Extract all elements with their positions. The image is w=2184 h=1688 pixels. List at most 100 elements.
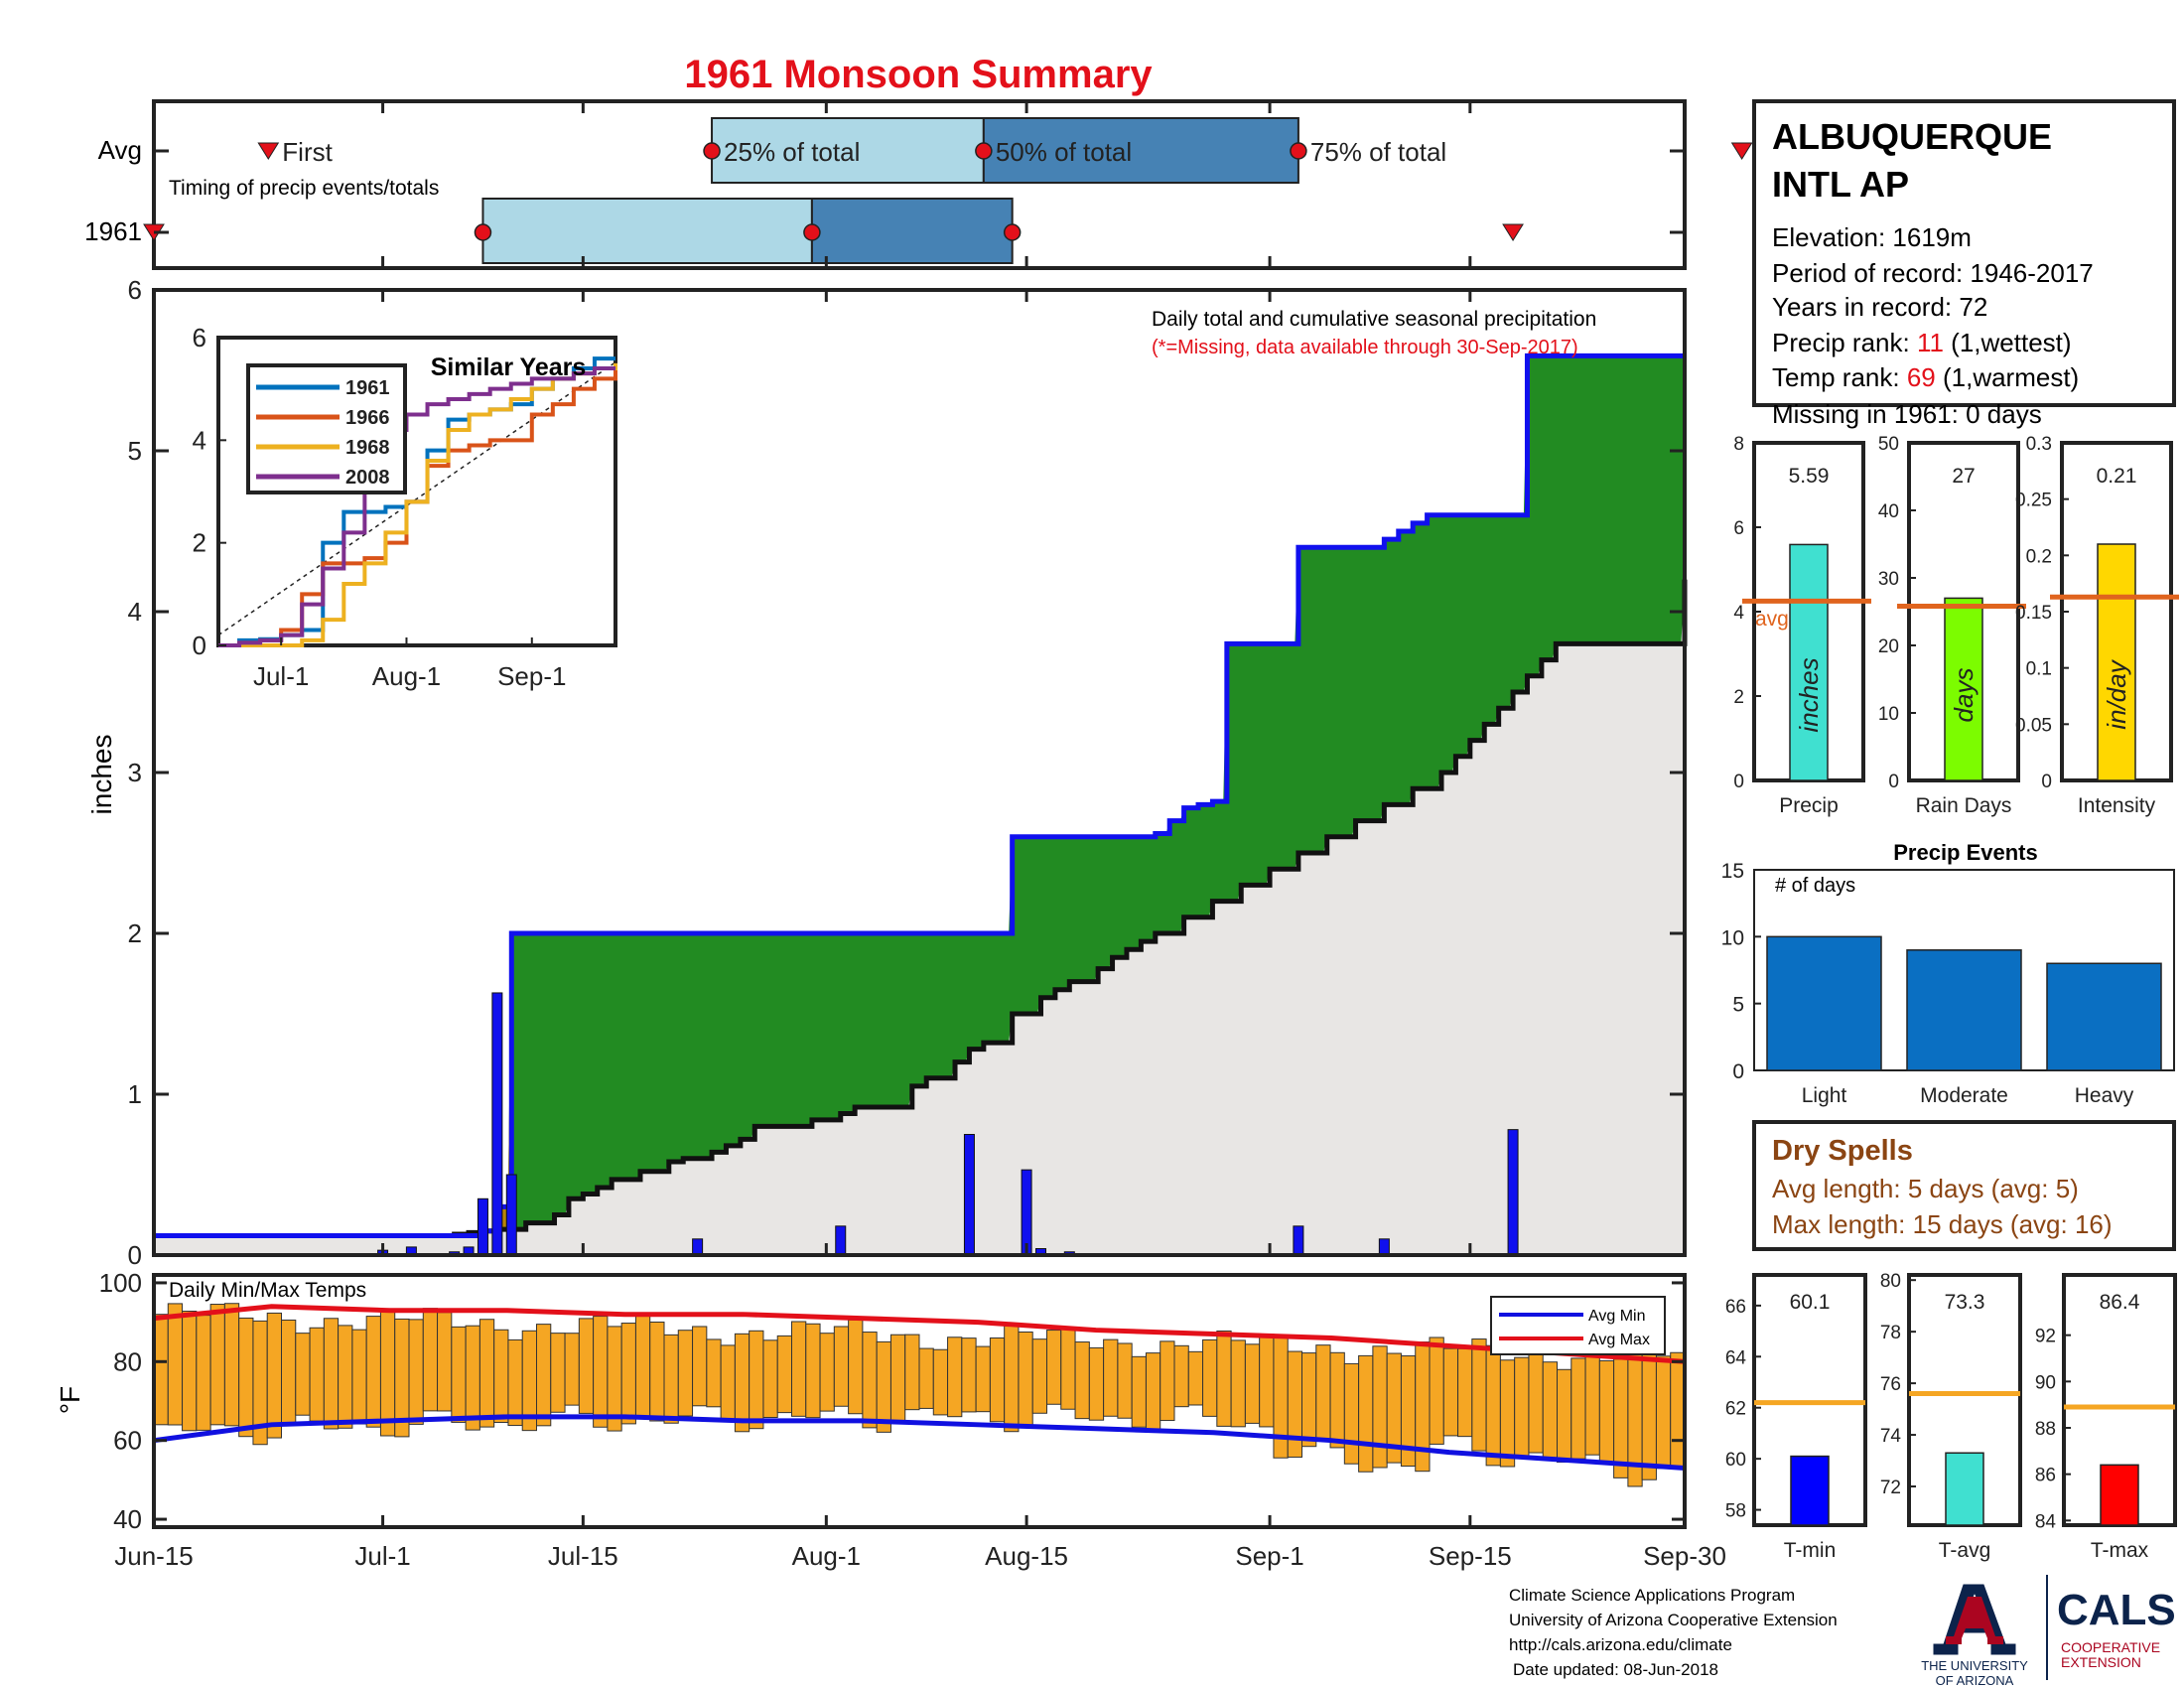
precip-y-tick-label: 4 bbox=[128, 597, 142, 627]
summary-label-2: Intensity bbox=[2078, 794, 2156, 817]
avg-p75-marker bbox=[1290, 142, 1307, 160]
daily-temp-bar bbox=[663, 1334, 679, 1424]
daily-temp-bar bbox=[536, 1324, 552, 1427]
daily-temp-bar bbox=[932, 1348, 949, 1416]
legend-avg-min: Avg Min bbox=[1588, 1308, 1646, 1325]
daily-temp-bar bbox=[1442, 1347, 1459, 1437]
daily-temp-bar bbox=[677, 1330, 694, 1417]
daily-temp-bar bbox=[904, 1334, 920, 1411]
daily-temp-bar bbox=[365, 1316, 381, 1428]
date-axis-label: Jun-15 bbox=[114, 1541, 194, 1571]
daily-temp-bar bbox=[1670, 1351, 1686, 1468]
daily-precip-bar bbox=[692, 1238, 704, 1256]
inset-legend-label: 1966 bbox=[345, 407, 390, 429]
daily-temp-bar bbox=[1429, 1336, 1444, 1445]
inset-title: Similar Years bbox=[431, 353, 587, 381]
summary-tick-label: 6 bbox=[1733, 518, 1744, 539]
daily-temp-bar bbox=[465, 1325, 480, 1431]
daily-temp-bar bbox=[1584, 1351, 1600, 1456]
footer: Climate Science Applications Program Uni… bbox=[1509, 1575, 2176, 1688]
events-y-tick-label: 0 bbox=[1732, 1060, 1744, 1083]
daily-temp-bar bbox=[1187, 1350, 1204, 1406]
summary-tick-label: 8 bbox=[1733, 434, 1744, 455]
daily-temp-bar bbox=[1655, 1355, 1672, 1470]
temp-summary-label-2: T-max bbox=[2091, 1539, 2149, 1562]
inset-x-tick-label: Sep-1 bbox=[497, 661, 566, 691]
date-axis-label: Sep-30 bbox=[1643, 1541, 1726, 1571]
station-name-1: ALBUQUERQUE bbox=[1772, 116, 2052, 157]
avg-box-50-75 bbox=[982, 117, 1299, 184]
daily-temp-bar bbox=[989, 1336, 1006, 1423]
temp-y-tick-label: 60 bbox=[113, 1426, 142, 1456]
summary-value-1: 27 bbox=[1952, 465, 1975, 488]
daily-temp-bar bbox=[1103, 1338, 1119, 1417]
avg-box-25-50 bbox=[711, 117, 985, 184]
precip-y-tick-label: 2 bbox=[128, 918, 142, 948]
daily-temp-bar bbox=[1641, 1344, 1657, 1480]
daily-temp-bar bbox=[1004, 1325, 1020, 1433]
station-info-box: ALBUQUERQUE INTL AP Elevation: 1619m Per… bbox=[1752, 99, 2176, 429]
daily-temp-bar bbox=[734, 1333, 751, 1433]
events-y-tick-label: 15 bbox=[1721, 860, 1744, 883]
daily-temp-bar bbox=[182, 1311, 198, 1432]
summary-unit-0: inches bbox=[1794, 657, 1824, 732]
timing-p75-label: 75% of total bbox=[1310, 137, 1446, 167]
timing-first-label: First bbox=[282, 137, 333, 167]
precip-y-tick-label: 6 bbox=[128, 275, 142, 305]
daily-temp-bar bbox=[1031, 1338, 1047, 1414]
daily-temp-bar bbox=[1173, 1344, 1189, 1408]
daily-precip-bar bbox=[1293, 1225, 1304, 1256]
inset-legend: 1961 1966 1968 2008 bbox=[246, 363, 407, 494]
daily-temp-bar bbox=[918, 1347, 934, 1409]
temp-y-label: °F bbox=[55, 1386, 85, 1414]
precip-y-ticks: 0 1 2 3 4 5 6 bbox=[128, 275, 1687, 1270]
timing-row-avg: Avg bbox=[98, 135, 142, 165]
daily-temp-bar bbox=[351, 1329, 367, 1425]
ua-text-1: THE UNIVERSITY bbox=[1921, 1658, 2028, 1673]
daily-temp-bar bbox=[422, 1308, 439, 1412]
daily-precip-bar bbox=[491, 992, 503, 1256]
station-frame bbox=[1752, 99, 2176, 407]
temp-summary-label-1: T-avg bbox=[1939, 1539, 1991, 1562]
daily-temp-bar bbox=[1230, 1339, 1246, 1428]
daily-temp-bar bbox=[437, 1312, 453, 1412]
summary-tick-label: 10 bbox=[1878, 704, 1899, 725]
daily-temp-bar bbox=[1343, 1362, 1360, 1465]
summary-value-0: 5.59 bbox=[1789, 465, 1830, 488]
temp-label: Daily Min/Max Temps bbox=[169, 1279, 366, 1302]
year-p25-marker bbox=[474, 223, 492, 241]
timing-row-year: 1961 bbox=[84, 216, 142, 246]
date-axis-label: Jul-15 bbox=[548, 1541, 618, 1571]
daily-temp-bar bbox=[550, 1333, 566, 1413]
daily-temp-bar bbox=[338, 1325, 353, 1429]
daily-temp-bar bbox=[1485, 1344, 1501, 1467]
inset-y-tick-label: 0 bbox=[193, 631, 206, 660]
date-axis-labels: Jun-15 Jul-1 Jul-15 Aug-1 Aug-15 Sep-1 Sep-15 S… bbox=[114, 1541, 1726, 1571]
daily-temp-bar bbox=[167, 1303, 184, 1426]
summary-tick-label: 40 bbox=[1878, 501, 1899, 522]
precip-y-label: inches bbox=[86, 735, 117, 815]
temp-summary-tick-label: 74 bbox=[1880, 1426, 1902, 1447]
avg-p50-marker bbox=[975, 142, 993, 160]
footer-line-3: http://cals.arizona.edu/climate bbox=[1509, 1635, 1732, 1654]
above-average-area bbox=[154, 355, 1685, 1236]
daily-temp-bar bbox=[493, 1329, 509, 1424]
daily-temp-bar bbox=[1499, 1359, 1516, 1468]
summary-tick-label: 4 bbox=[1733, 603, 1744, 624]
inset-legend-label: 1961 bbox=[345, 377, 390, 399]
summary-tick-label: 30 bbox=[1878, 569, 1899, 590]
temp-summary-label-0: T-min bbox=[1784, 1539, 1837, 1562]
temp-summary-value-0: 60.1 bbox=[1790, 1291, 1831, 1314]
year-box-25-50 bbox=[481, 198, 813, 264]
footer-line-1: Climate Science Applications Program bbox=[1509, 1586, 1795, 1605]
daily-temp-bar bbox=[1372, 1345, 1388, 1469]
daily-temp-bar bbox=[564, 1333, 580, 1406]
temp-y-tick-label: 100 bbox=[99, 1268, 142, 1298]
daily-temp-bar bbox=[876, 1340, 891, 1433]
daily-temp-bar bbox=[578, 1318, 595, 1414]
summary-value-2: 0.21 bbox=[2097, 465, 2137, 488]
summary-label-0: Precip bbox=[1779, 794, 1839, 817]
cals-coop-1: COOPERATIVE bbox=[2061, 1639, 2160, 1655]
summary-tick-label: 0 bbox=[2041, 772, 2052, 792]
daily-temp-bar bbox=[1329, 1351, 1345, 1449]
